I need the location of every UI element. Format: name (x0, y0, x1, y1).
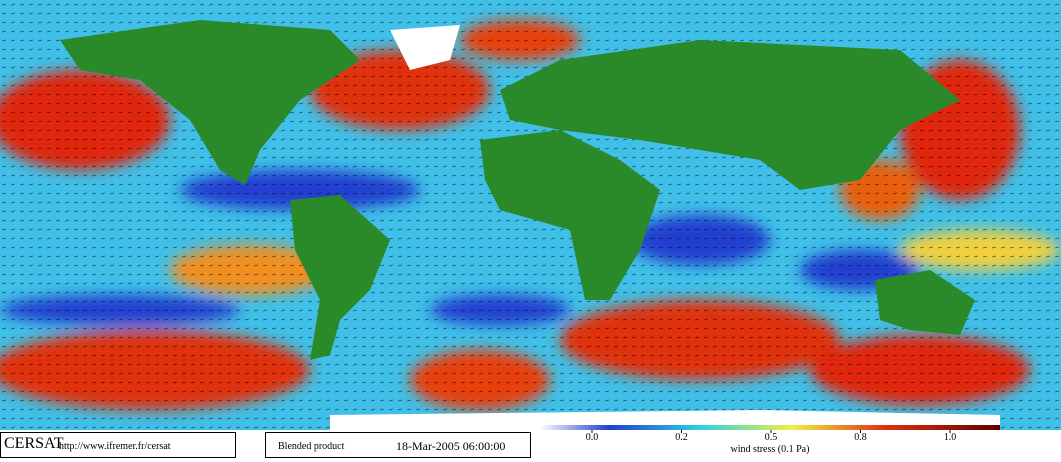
colorbar-tick-label: 0.2 (675, 432, 688, 443)
product: Blended product (278, 441, 345, 452)
product-box: Blended product 18-Mar-2005 06:00:00 (265, 432, 531, 458)
colorbar-tick-label: 0.0 (586, 432, 599, 443)
timestamp: 18-Mar-2005 06:00:00 (396, 439, 506, 453)
logo-box: CERSAT http://www.ifremer.fr/cersat (0, 432, 236, 458)
continents (60, 20, 1000, 430)
colorbar-label: wind stress (0.1 Pa) (731, 444, 810, 455)
logo: CERSAT (4, 435, 64, 452)
colorbar (540, 425, 1000, 430)
colorbar-tick-label: 0.8 (854, 432, 867, 443)
colorbar-tick-label: 1.0 (944, 432, 957, 443)
url[interactable]: http://www.ifremer.fr/cersat (59, 441, 171, 452)
colorbar-tick-label: 0.5 (765, 432, 778, 443)
colorbar-ticks: 0.0 0.2 0.5 0.8 1.0 (586, 430, 957, 443)
